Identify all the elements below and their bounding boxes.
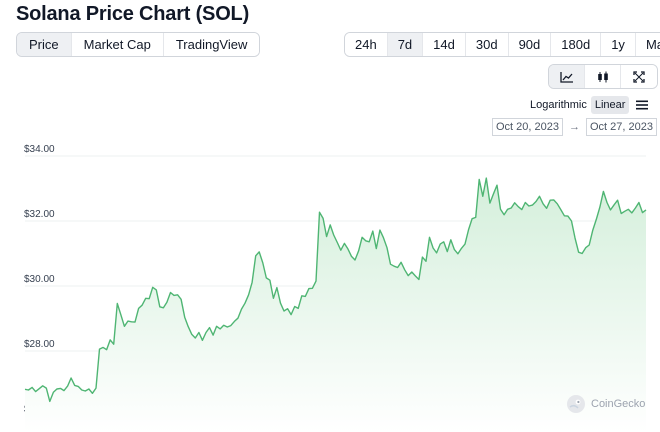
date-to-input[interactable]: Oct 27, 2023 xyxy=(586,118,657,136)
menu-icon[interactable] xyxy=(635,99,649,111)
y-axis-ticks: $26.00$28.00$30.00$32.00$34.00 xyxy=(24,144,55,415)
time-range-selector: 24h 7d 14d 30d 90d 180d 1y Max xyxy=(344,32,660,57)
candlestick-icon xyxy=(597,71,608,82)
range-24h-button[interactable]: 24h xyxy=(345,33,388,56)
date-range: Oct 20, 2023 → Oct 27, 2023 xyxy=(492,118,657,136)
chart-type-selector xyxy=(548,64,658,89)
y-tick-label: $34.00 xyxy=(24,144,55,155)
y-tick-label: $32.00 xyxy=(24,209,55,220)
range-1y-button[interactable]: 1y xyxy=(601,33,636,56)
range-90d-button[interactable]: 90d xyxy=(508,33,552,56)
date-from-input[interactable]: Oct 20, 2023 xyxy=(492,118,563,136)
range-7d-button[interactable]: 7d xyxy=(387,33,424,56)
y-tick-label: $28.00 xyxy=(24,339,55,350)
linear-scale-option[interactable]: Linear xyxy=(590,96,630,114)
range-180d-button[interactable]: 180d xyxy=(551,33,602,56)
price-area xyxy=(25,178,646,432)
tab-price[interactable]: Price xyxy=(17,33,72,56)
coingecko-watermark: CoinGecko xyxy=(566,394,645,414)
arrow-right-icon: → xyxy=(569,121,580,133)
chart-tabs: Price Market Cap TradingView xyxy=(16,32,261,57)
page-title: Solana Price Chart (SOL) xyxy=(16,3,250,25)
tab-market-cap[interactable]: Market Cap xyxy=(71,33,164,56)
price-line xyxy=(24,177,647,403)
brand-name: CoinGecko xyxy=(591,398,646,410)
range-max-button[interactable]: Max xyxy=(635,33,660,56)
y-tick-label: $30.00 xyxy=(24,274,55,285)
fullscreen-icon xyxy=(633,70,645,83)
range-14d-button[interactable]: 14d xyxy=(423,33,466,56)
price-chart[interactable]: $26.00$28.00$30.00$32.00$34.00 xyxy=(0,140,660,432)
fullscreen-button[interactable] xyxy=(621,65,657,88)
line-chart-button[interactable] xyxy=(549,65,585,88)
candlestick-chart-button[interactable] xyxy=(585,65,621,88)
scale-toggle: Logarithmic Linear xyxy=(526,96,649,114)
logarithmic-scale-option[interactable]: Logarithmic xyxy=(530,99,587,111)
line-chart-icon xyxy=(559,71,573,83)
range-30d-button[interactable]: 30d xyxy=(465,33,509,56)
tab-tradingview[interactable]: TradingView xyxy=(163,33,260,56)
coingecko-logo-icon xyxy=(567,395,585,413)
